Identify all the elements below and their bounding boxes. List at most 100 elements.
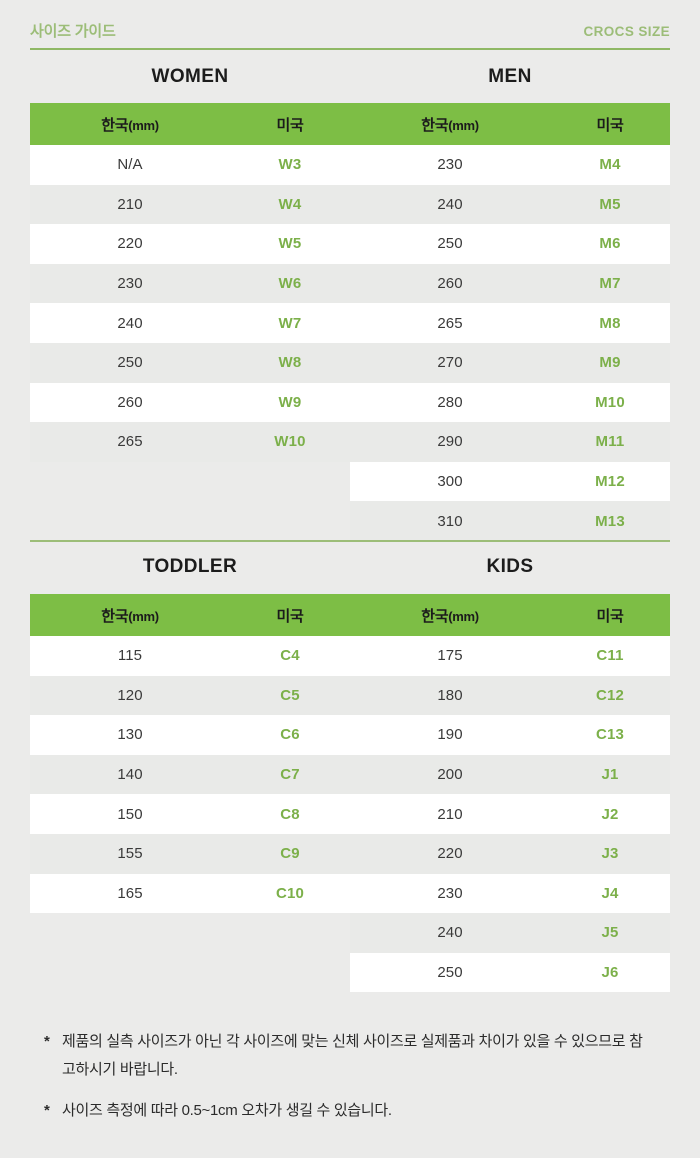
asterisk-icon: * — [44, 1033, 50, 1050]
cell-us-size: C12 — [550, 675, 670, 716]
footnotes: * 제품의 실측 사이즈가 아닌 각 사이즈에 맞는 신체 사이즈로 실제품과 차… — [44, 1028, 654, 1138]
cell-us-size: M4 — [550, 145, 670, 185]
cell-us-size: M11 — [550, 422, 670, 462]
cell-korea-size: 230 — [30, 263, 230, 304]
table-row: 165 C10 230 J4 — [30, 873, 670, 914]
cell-korea-size: 290 — [350, 422, 550, 462]
cell-empty — [30, 462, 230, 502]
table-row: 230 W6 260 M7 — [30, 263, 670, 304]
cell-korea-size: 155 — [30, 833, 230, 874]
column-header-label: 한국 — [101, 116, 129, 134]
cell-korea-size: 175 — [350, 636, 550, 676]
column-header-korea-women: 한국(mm) — [30, 103, 230, 145]
footnote: * 제품의 실측 사이즈가 아닌 각 사이즈에 맞는 신체 사이즈로 실제품과 차… — [44, 1028, 654, 1084]
cell-us-size: M8 — [550, 303, 670, 343]
table-row: 140 C7 200 J1 — [30, 754, 670, 795]
group-heading-toddler: TODDLER — [142, 556, 238, 577]
cell-empty — [230, 953, 350, 993]
cell-us-size: J2 — [550, 794, 670, 834]
cell-us-size: C9 — [230, 833, 350, 874]
cell-empty — [230, 501, 350, 541]
column-header-korea-men: 한국(mm) — [350, 103, 550, 145]
cell-us-size: J4 — [550, 873, 670, 914]
table-row: 220 W5 250 M6 — [30, 224, 670, 264]
table-row: 250 W8 270 M9 — [30, 342, 670, 383]
column-header-unit: (mm) — [448, 117, 479, 133]
column-header-label: 미국 — [276, 116, 304, 134]
table-body-youth: 115 C4 175 C11 120 C5 180 C12 130 C6 190 C13 140 C7 20… — [30, 636, 670, 993]
column-header-label: 미국 — [276, 607, 304, 625]
cell-korea-size: 310 — [350, 501, 550, 541]
cell-us-size: C7 — [230, 754, 350, 795]
table-row: 260 W9 280 M10 — [30, 382, 670, 423]
cell-us-size: W3 — [230, 145, 350, 185]
column-header-us-men: 미국 — [550, 103, 670, 145]
column-header-unit: (mm) — [128, 117, 159, 133]
cell-us-size: W7 — [230, 303, 350, 343]
cell-empty — [30, 953, 230, 993]
cell-empty — [230, 462, 350, 502]
cell-us-size: W10 — [230, 422, 350, 462]
cell-korea-size: 150 — [30, 794, 230, 834]
cell-us-size: J3 — [550, 833, 670, 874]
footnote: * 사이즈 측정에 따라 0.5~1cm 오차가 생길 수 있습니다. — [44, 1097, 654, 1125]
column-header-label: 미국 — [596, 607, 624, 625]
table-row: 150 C8 210 J2 — [30, 794, 670, 834]
cell-korea-size: 115 — [30, 636, 230, 676]
cell-us-size: M6 — [550, 224, 670, 264]
cell-korea-size: 165 — [30, 873, 230, 914]
header-divider — [30, 48, 670, 50]
cell-us-size: M5 — [550, 184, 670, 225]
group-headings-youth: TODDLER KIDS — [30, 552, 670, 582]
cell-empty — [30, 501, 230, 541]
size-table-youth: 한국(mm) 미국 한국(mm) 미국 115 C4 175 C11 120 C5 180 C… — [30, 594, 670, 993]
cell-korea-size: 265 — [30, 422, 230, 462]
table-row: 120 C5 180 C12 — [30, 675, 670, 716]
column-header-korea-toddler: 한국(mm) — [30, 594, 230, 636]
group-heading-men: MEN — [488, 66, 532, 87]
page-title: 사이즈 가이드 — [30, 23, 116, 40]
size-table-adult: 한국(mm) 미국 한국(mm) 미국 N/A W3 230 M4 210 W4 240 M5… — [30, 103, 670, 541]
cell-korea-size: 220 — [350, 833, 550, 874]
table-row: 130 C6 190 C13 — [30, 715, 670, 755]
column-header-us-women: 미국 — [230, 103, 350, 145]
cell-korea-size: 250 — [30, 342, 230, 383]
section-divider — [30, 540, 670, 542]
cell-korea-size: 230 — [350, 873, 550, 914]
cell-us-size: W6 — [230, 263, 350, 304]
cell-us-size: C8 — [230, 794, 350, 834]
table-head-youth: 한국(mm) 미국 한국(mm) 미국 — [30, 594, 670, 636]
cell-us-size: M9 — [550, 342, 670, 383]
table-head-adult: 한국(mm) 미국 한국(mm) 미국 — [30, 103, 670, 145]
cell-korea-size: 300 — [350, 461, 550, 502]
cell-us-size: C10 — [230, 873, 350, 914]
cell-korea-size: 270 — [350, 342, 550, 383]
cell-korea-size: 240 — [30, 303, 230, 343]
table-row: 155 C9 220 J3 — [30, 833, 670, 874]
cell-korea-size: 210 — [350, 794, 550, 834]
page-header: 사이즈 가이드 CROCS SIZE — [30, 22, 670, 48]
cell-korea-size: 140 — [30, 754, 230, 795]
table-row: 250 J6 — [30, 952, 670, 993]
cell-korea-size: 210 — [30, 184, 230, 225]
table-header-row: 한국(mm) 미국 한국(mm) 미국 — [30, 103, 670, 145]
column-header-us-toddler: 미국 — [230, 594, 350, 636]
table-row: 240 J5 — [30, 913, 670, 953]
column-header-korea-kids: 한국(mm) — [350, 594, 550, 636]
cell-korea-size: 120 — [30, 675, 230, 716]
cell-korea-size: 250 — [350, 952, 550, 993]
footnote-text: 제품의 실측 사이즈가 아닌 각 사이즈에 맞는 신체 사이즈로 실제품과 차이… — [62, 1033, 643, 1078]
cell-empty — [230, 913, 350, 953]
footnote-text: 사이즈 측정에 따라 0.5~1cm 오차가 생길 수 있습니다. — [62, 1102, 392, 1119]
table-row: 300 M12 — [30, 461, 670, 502]
cell-us-size: W9 — [230, 382, 350, 423]
cell-korea-size: 260 — [350, 263, 550, 304]
column-header-unit: (mm) — [128, 608, 159, 624]
table-row: 210 W4 240 M5 — [30, 184, 670, 225]
cell-us-size: C4 — [230, 636, 350, 676]
cell-us-size: C5 — [230, 675, 350, 716]
cell-us-size: M10 — [550, 382, 670, 423]
cell-korea-size: 220 — [30, 224, 230, 264]
table-row: 115 C4 175 C11 — [30, 636, 670, 676]
